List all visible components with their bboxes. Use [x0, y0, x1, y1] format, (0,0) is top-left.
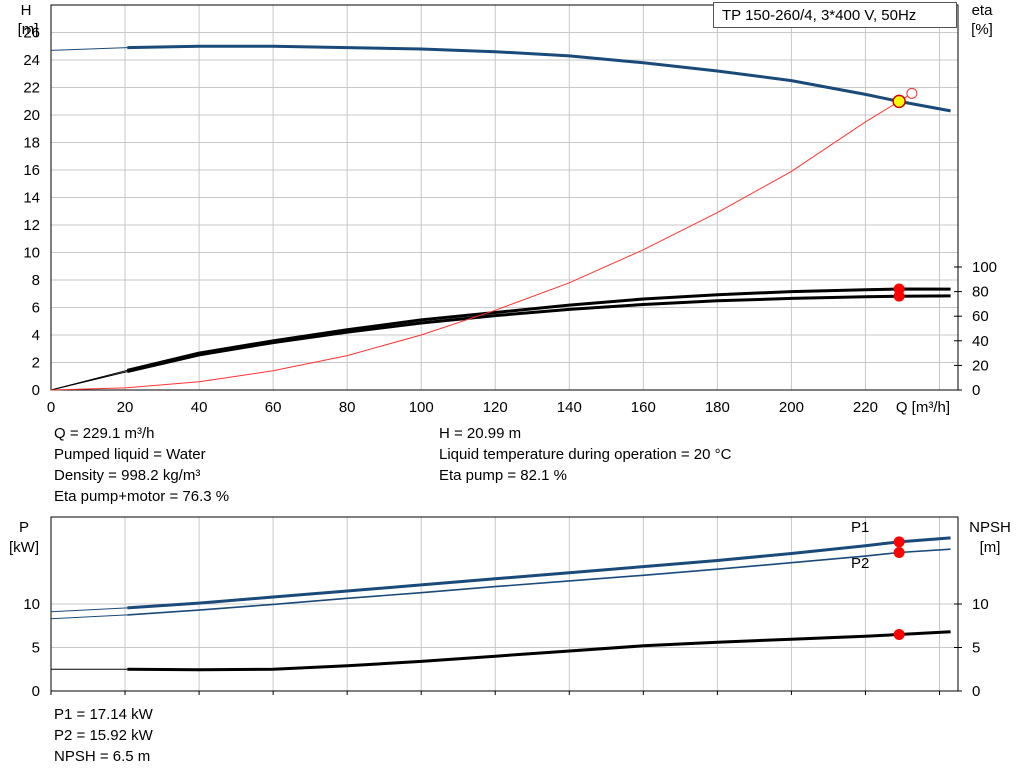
p-tick-label: 10	[23, 596, 40, 613]
x-tick-label: 200	[779, 399, 804, 416]
y2-tick-label: 60	[972, 308, 989, 325]
y-tick-label: 26	[23, 25, 40, 42]
pump-name-box: TP 150-260/4, 3*400 V, 50Hz	[713, 2, 957, 28]
y2-axis-label: eta	[972, 2, 994, 19]
system-curve-end-marker	[906, 87, 918, 99]
p-axis-unit: [kW]	[9, 539, 39, 556]
y-tick-label: 6	[32, 300, 40, 317]
curve-npsh	[127, 630, 951, 672]
x-tick-label: 0	[47, 399, 55, 416]
curve-p2-extrapolated	[50, 614, 128, 620]
info-npsh: NPSH = 6.5 m	[54, 748, 151, 765]
x-tick-label: 160	[631, 399, 656, 416]
x-tick-label: 80	[339, 399, 356, 416]
x-tick-label: 60	[265, 399, 282, 416]
info-flow: Q = 229.1 m³/h	[54, 425, 155, 442]
y-tick-label: 20	[23, 107, 40, 124]
info-temperature: Liquid temperature during operation = 20…	[439, 446, 732, 463]
p-tick-label: 5	[32, 640, 40, 657]
p1-series-label: P1	[851, 519, 869, 536]
y2-tick-label: 20	[972, 357, 989, 374]
y2-axis-unit: [%]	[971, 21, 993, 38]
y-axis-label: H	[21, 2, 32, 19]
y-tick-label: 14	[23, 190, 40, 207]
y-tick-label: 10	[23, 245, 40, 262]
p2-series-label: P2	[851, 555, 869, 572]
x-tick-label: 120	[483, 399, 508, 416]
p2-point-marker	[893, 546, 905, 558]
curve-h	[127, 44, 951, 113]
curve-h-extrapolated	[50, 47, 128, 51]
info-p1: P1 = 17.14 kW	[54, 706, 153, 723]
y-tick-label: 0	[32, 382, 40, 399]
curve-eta-system	[50, 93, 911, 391]
info-top-right: H = 20.99 m Liquid temperature during op…	[439, 423, 731, 486]
npsh-axis-label: NPSH	[969, 519, 1011, 536]
y-tick-label: 22	[23, 80, 40, 97]
y-tick-label: 18	[23, 135, 40, 152]
npsh-axis-unit: [m]	[980, 539, 1001, 556]
curve-eta-pump-motor	[126, 294, 951, 374]
top-chart-frame	[50, 4, 959, 391]
curve-eta-pump	[126, 287, 951, 372]
npsh-tick-label: 5	[972, 640, 980, 657]
eta-pump-motor-point-marker	[893, 290, 905, 302]
p-tick-label: 0	[32, 683, 40, 700]
info-eta-pump-motor: Eta pump+motor = 76.3 %	[54, 488, 230, 505]
x-tick-label: 140	[557, 399, 582, 416]
info-bottom: P1 = 17.14 kW P2 = 15.92 kW NPSH = 6.5 m	[54, 704, 153, 767]
npsh-tick-label: 0	[972, 683, 980, 700]
curve-eta-pump-motor-extrapolated	[50, 371, 128, 391]
curve-p1	[127, 536, 951, 610]
curve-p1-extrapolated	[50, 607, 128, 613]
npsh-point-marker	[893, 628, 905, 640]
x-tick-label: 100	[409, 399, 434, 416]
info-density: Density = 998.2 kg/m³	[54, 467, 201, 484]
p1-point-marker	[893, 536, 905, 548]
y-tick-label: 24	[23, 52, 40, 69]
pump-name-label: TP 150-260/4, 3*400 V, 50Hz	[722, 7, 917, 24]
y-tick-label: 12	[23, 217, 40, 234]
info-head: H = 20.99 m	[439, 425, 522, 442]
x-tick-label: 20	[117, 399, 134, 416]
x-tick-label: 40	[191, 399, 208, 416]
info-p2: P2 = 15.92 kW	[54, 727, 153, 744]
y2-tick-label: 0	[972, 382, 980, 399]
duty-point-marker	[892, 94, 906, 109]
x-tick-label: 220	[853, 399, 878, 416]
y2-tick-label: 100	[972, 259, 997, 276]
y-tick-label: 4	[32, 327, 40, 344]
npsh-tick-label: 10	[972, 596, 989, 613]
x-axis-label: Q [m³/h]	[896, 399, 950, 416]
y-tick-label: 16	[23, 162, 40, 179]
y2-tick-label: 80	[972, 284, 989, 301]
y-axis-unit: [m]	[18, 21, 39, 38]
info-top-left: Q = 229.1 m³/h Pumped liquid = Water Den…	[54, 423, 229, 507]
info-liquid: Pumped liquid = Water	[54, 446, 206, 463]
info-eta-pump: Eta pump = 82.1 %	[439, 467, 567, 484]
p-axis-label: P	[19, 519, 29, 536]
y-tick-label: 8	[32, 272, 40, 289]
curve-p2	[127, 548, 951, 616]
y2-tick-label: 40	[972, 333, 989, 350]
y-tick-label: 2	[32, 355, 40, 372]
x-tick-label: 180	[705, 399, 730, 416]
